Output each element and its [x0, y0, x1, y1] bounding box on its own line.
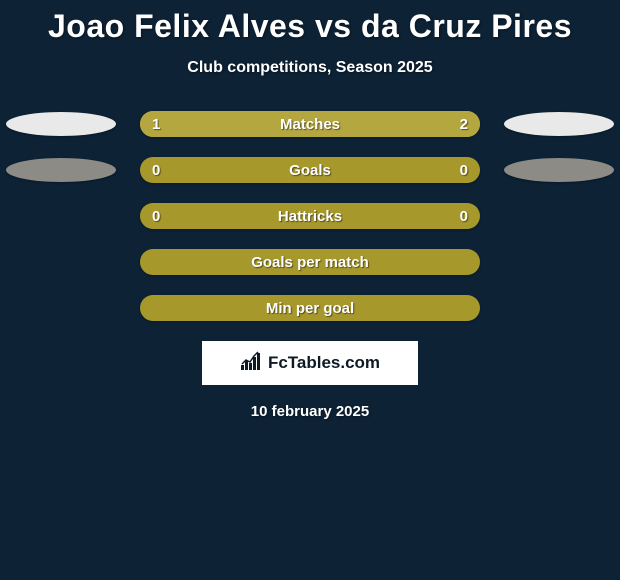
stat-label: Min per goal — [140, 295, 480, 321]
stat-bar: Goals per match — [140, 249, 480, 275]
stat-row: Goals per match — [0, 249, 620, 275]
stat-label: Matches — [140, 111, 480, 137]
stat-bar: 12Matches — [140, 111, 480, 137]
brand-text: FcTables.com — [268, 353, 380, 373]
stat-row: Min per goal — [0, 295, 620, 321]
page-title: Joao Felix Alves vs da Cruz Pires — [0, 0, 620, 45]
stat-label: Goals — [140, 157, 480, 183]
brand-box: FcTables.com — [202, 341, 418, 385]
stat-label: Goals per match — [140, 249, 480, 275]
stat-row: 12Matches — [0, 111, 620, 137]
stat-row: 00Hattricks — [0, 203, 620, 229]
stat-label: Hattricks — [140, 203, 480, 229]
player-oval-right — [504, 112, 614, 136]
subtitle: Club competitions, Season 2025 — [0, 59, 620, 77]
brand-icon — [240, 351, 264, 376]
stat-bar: Min per goal — [140, 295, 480, 321]
player-oval-left — [6, 158, 116, 182]
stat-bar: 00Goals — [140, 157, 480, 183]
stat-bar: 00Hattricks — [140, 203, 480, 229]
date-line: 10 february 2025 — [0, 403, 620, 420]
player-oval-right — [504, 158, 614, 182]
stat-row: 00Goals — [0, 157, 620, 183]
player-oval-left — [6, 112, 116, 136]
stat-rows: 12Matches 00Goals 00Hattricks Goals per mat… — [0, 111, 620, 321]
